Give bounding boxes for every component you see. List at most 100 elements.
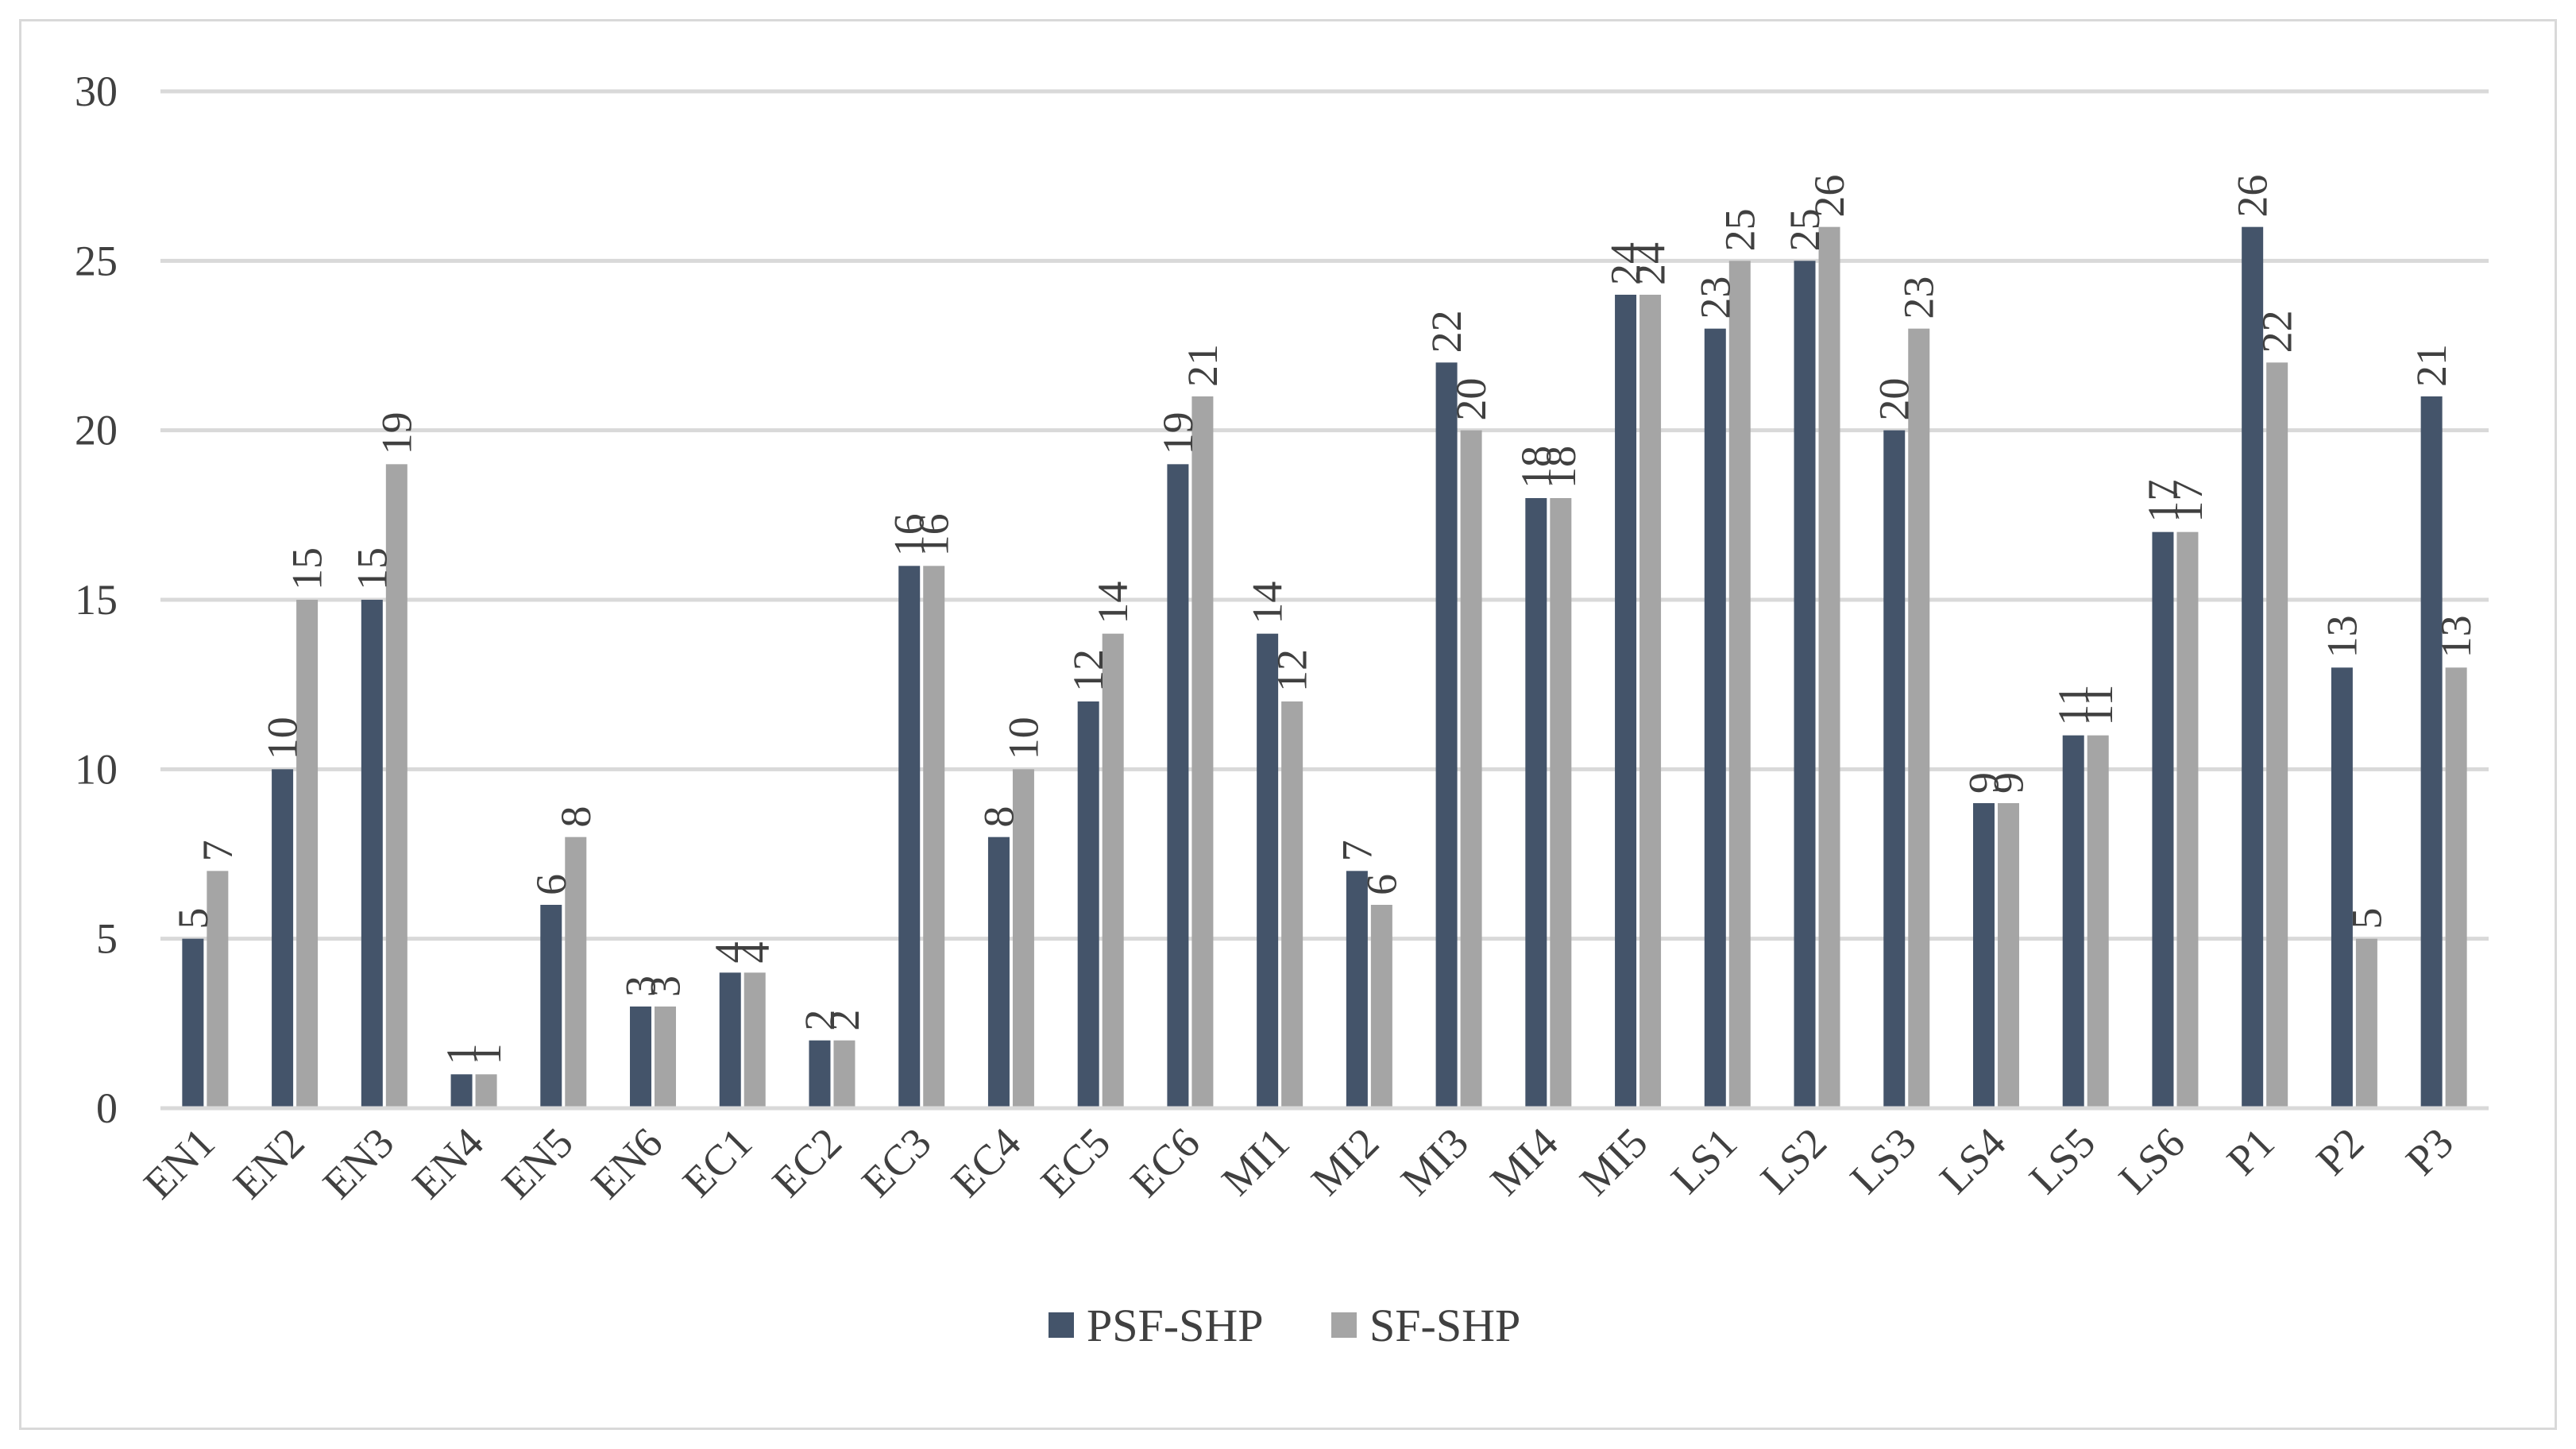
x-tick-label: LS5 [2020,1119,2104,1203]
x-tick-label: EC4 [942,1119,1029,1206]
x-tick-label: EN5 [492,1119,581,1208]
bar-sf-shp-ls6 [2176,531,2199,1108]
bar-psf-shp-en1 [182,938,204,1108]
data-label: 4 [731,941,778,963]
bar-psf-shp-p2 [2331,667,2353,1108]
data-label: 10 [999,717,1047,759]
x-tick-label: P2 [2308,1119,2373,1184]
bar-psf-shp-ls4 [1972,803,1995,1108]
data-label: 12 [1269,649,1316,692]
data-label: 7 [194,840,241,861]
data-label: 18 [1537,446,1585,489]
data-label: 6 [527,874,575,895]
data-label: 22 [1423,310,1470,353]
x-tick-label: EN1 [134,1119,223,1208]
y-tick-label: 30 [75,68,118,115]
x-tick-label: LS3 [1841,1119,1925,1203]
data-label: 20 [1871,378,1918,421]
data-label: 21 [2408,344,2455,387]
data-label: 18 [1512,446,1560,489]
bar-psf-shp-mi5 [1615,295,1637,1108]
bar-sf-shp-en3 [385,464,407,1108]
bar-sf-shp-p1 [2266,362,2288,1108]
x-tick-label: MI1 [1212,1119,1298,1204]
x-tick-label: P3 [2396,1119,2462,1184]
data-label: 2 [796,1010,844,1031]
bar-sf-shp-ec4 [1012,769,1034,1108]
x-tick-label: EN6 [582,1119,671,1208]
x-tick-label: EN3 [314,1119,403,1208]
bar-psf-shp-p3 [2420,396,2443,1108]
legend-swatch-psf-shp [1049,1312,1074,1338]
x-tick-label: EC5 [1032,1119,1119,1206]
data-label: 12 [1064,649,1112,692]
y-tick-label: 20 [75,407,118,454]
data-label: 24 [1627,242,1674,285]
x-tick-label: EN2 [224,1119,313,1208]
x-tick-label: EC2 [763,1119,851,1206]
x-tick-label: MI2 [1302,1119,1388,1204]
data-label: 2 [821,1010,868,1031]
bar-psf-shp-en2 [272,769,294,1108]
data-label: 17 [2164,480,2211,523]
data-label: 14 [1089,582,1137,624]
data-label: 20 [1447,378,1495,421]
x-tick-label: P1 [2218,1119,2284,1184]
data-label: 16 [886,513,933,556]
legend-label-psf-shp: PSF-SHP [1087,1300,1263,1351]
data-label: 21 [1179,344,1226,387]
legend: PSF-SHP SF-SHP [1049,1300,1520,1351]
bar-sf-shp-p3 [2445,667,2467,1108]
data-label: 7 [1333,840,1381,861]
data-label: 16 [910,513,958,556]
bar-sf-shp-ec6 [1191,396,1214,1108]
bar-sf-shp-ec1 [743,972,766,1108]
bar-psf-shp-mi2 [1346,871,1368,1108]
bar-psf-shp-ec4 [987,837,1010,1108]
bars [182,226,2467,1109]
y-tick-label: 25 [75,237,118,284]
data-label: 26 [1806,175,1853,218]
data-label: 1 [462,1043,510,1065]
x-tick-label: EC6 [1122,1119,1209,1206]
bar-psf-shp-ls5 [2062,735,2084,1108]
bar-sf-shp-en5 [565,837,587,1108]
data-label: 24 [1602,242,1650,285]
data-label: 4 [706,941,754,963]
data-label: 19 [373,412,420,454]
bar-sf-shp-ls1 [1728,261,1751,1108]
bar-psf-shp-ls3 [1883,430,1906,1108]
bar-sf-shp-mi2 [1370,905,1392,1108]
bar-sf-shp-ls2 [1818,226,1840,1109]
bar-psf-shp-mi3 [1435,362,1458,1108]
bar-sf-shp-en4 [475,1074,497,1108]
bar-psf-shp-en5 [540,905,562,1108]
data-label: 13 [2318,615,2366,658]
y-tick-label: 5 [96,915,118,963]
data-label: 25 [1781,208,1829,251]
data-label: 23 [1895,276,1943,319]
data-label: 13 [2432,615,2480,658]
bar-psf-shp-en6 [630,1007,652,1108]
data-label: 11 [2074,685,2122,726]
data-label: 11 [2049,685,2097,726]
bar-sf-shp-p2 [2355,938,2377,1108]
bar-psf-shp-ec2 [809,1040,831,1108]
data-label: 15 [284,547,331,590]
legend-label-sf-shp: SF-SHP [1369,1300,1520,1351]
x-tick-label: LS6 [2110,1119,2194,1203]
bar-sf-shp-en6 [655,1007,677,1108]
bar-psf-shp-ls2 [1794,261,1816,1108]
bar-sf-shp-en1 [207,871,229,1108]
bar-sf-shp-mi5 [1639,295,1662,1108]
bar-psf-shp-ec6 [1167,464,1189,1108]
data-label: 1 [438,1043,485,1065]
x-axis-tick-labels: EN1 EN2 EN3 EN4 EN5 EN6 EC1 EC2 EC3 EC4 EC5 EC6 MI1 M… [134,1119,2462,1208]
bar-sf-shp-mi1 [1281,701,1303,1108]
bar-psf-shp-en3 [361,600,383,1108]
data-label: 6 [1358,874,1405,895]
legend-swatch-sf-shp [1331,1312,1357,1338]
data-label: 9 [1960,772,2007,794]
y-tick-label: 10 [75,745,118,793]
